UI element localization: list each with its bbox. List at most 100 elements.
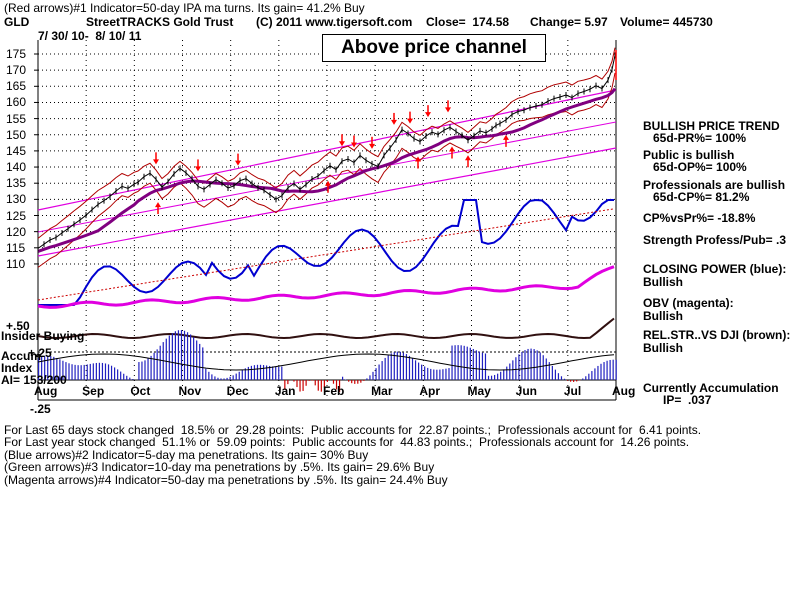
accum-bar <box>582 378 584 380</box>
accum-bar <box>490 375 493 380</box>
side-panel-line: 65d-OP%= 100% <box>643 160 747 174</box>
accum-bar <box>576 380 578 382</box>
accum-bar <box>487 375 490 380</box>
red-arrow-head <box>339 141 345 147</box>
accum-bar <box>466 346 468 380</box>
side-panel-line: Professionals are bullish <box>643 178 786 192</box>
accum-bar <box>104 363 107 380</box>
side-panel-line: Bullish <box>643 275 684 289</box>
accum-bar <box>168 335 170 380</box>
accum-bar <box>421 364 423 380</box>
ma50-line <box>37 87 617 253</box>
accum-bar <box>208 371 210 380</box>
accum-bar <box>74 364 76 380</box>
accum-bar <box>50 356 52 380</box>
accum-bar <box>384 357 386 380</box>
red-arrow-head <box>425 112 431 118</box>
accum-bar <box>259 364 262 380</box>
ticker: GLD <box>4 15 30 29</box>
accum-bar <box>399 351 401 380</box>
footer-line: (Green arrows)#3 Indicator=10-day ma pen… <box>4 460 435 474</box>
accum-bar <box>311 380 313 381</box>
accum-bar <box>354 380 356 384</box>
accum-bar <box>521 351 523 380</box>
accum-bar <box>202 347 204 380</box>
accum-bar <box>68 363 70 380</box>
accum-bar <box>545 358 547 380</box>
accum-bar <box>305 380 307 386</box>
side-panel-line: Bullish <box>643 309 684 323</box>
accum-bar <box>186 332 189 380</box>
accum-bar <box>612 359 614 380</box>
accum-bar <box>77 365 79 380</box>
accum-bar <box>542 355 544 380</box>
accum-bar <box>114 367 116 380</box>
accum-bar <box>287 380 289 385</box>
ai-label: AI= 153/200 <box>1 373 67 387</box>
accum-bar <box>393 352 395 380</box>
accum-bar <box>335 380 338 390</box>
accum-bar <box>481 352 484 380</box>
month-label: Mar <box>371 384 393 398</box>
accum-bar <box>524 350 526 380</box>
y-tick-label: 130 <box>6 192 27 207</box>
accum-bar <box>430 368 432 380</box>
accum-bar <box>211 374 213 380</box>
side-panel-line: IP= .037 <box>643 393 712 407</box>
accum-bar <box>554 369 556 380</box>
accum-bar <box>411 358 414 380</box>
accum-bar <box>387 355 389 380</box>
accum-bar <box>478 351 480 380</box>
accum-bar <box>591 371 593 380</box>
side-panel-line: Currently Accumulation <box>643 381 779 395</box>
accum-bar <box>402 352 404 380</box>
y-tick-label: 145 <box>6 143 27 158</box>
accum-bar <box>445 368 447 380</box>
accum-bar <box>418 362 420 380</box>
accum-bar <box>600 363 602 380</box>
accum-bar <box>472 348 474 380</box>
accum-bar <box>284 380 286 390</box>
side-panel-line: Strength Profess/Pub= .3 <box>643 233 787 247</box>
price-line <box>37 55 616 249</box>
plus25-label: +.25 <box>28 346 52 360</box>
month-label: Dec <box>226 384 249 398</box>
accum-bar <box>296 380 298 388</box>
accum-bar <box>457 345 459 380</box>
accum-bar <box>509 363 511 380</box>
accum-bar <box>92 363 94 380</box>
accum-bar <box>193 337 195 380</box>
accum-bar <box>573 380 575 382</box>
month-label: Jan <box>274 384 296 398</box>
red-arrow-head <box>235 160 241 166</box>
accum-bar <box>512 360 514 380</box>
accum-bar <box>217 377 219 380</box>
side-panel-line: BULLISH PRICE TREND <box>643 119 780 133</box>
accum-bar <box>241 369 243 380</box>
y-tick-label: 135 <box>6 176 27 191</box>
red-arrow-head <box>465 155 471 161</box>
red-arrow-head <box>407 118 413 124</box>
copyright: (C) 2011 www.tigersoft.com <box>256 15 413 29</box>
accum-bar <box>183 330 186 380</box>
accum-bar <box>570 380 572 382</box>
accum-bar <box>484 353 487 380</box>
side-panel-line: CP%vsPr%= -18.8% <box>643 211 756 225</box>
accum-bar <box>460 345 462 380</box>
month-label: Jul <box>563 384 582 398</box>
accum-bar <box>95 362 97 380</box>
accum-bar <box>442 369 444 380</box>
accum-bar <box>357 380 359 384</box>
accum-bar <box>165 338 167 380</box>
accum-bar <box>83 364 85 380</box>
accum-bar <box>606 360 608 380</box>
accum-bar <box>500 371 502 380</box>
accum-bar <box>156 349 158 380</box>
accum-bar <box>220 378 222 380</box>
accum-bar <box>266 365 268 380</box>
accum-bar <box>615 359 617 380</box>
accum-bar <box>214 376 216 380</box>
accum-bar <box>560 376 563 380</box>
accum-bar <box>89 363 91 380</box>
accum-bar <box>378 364 380 380</box>
